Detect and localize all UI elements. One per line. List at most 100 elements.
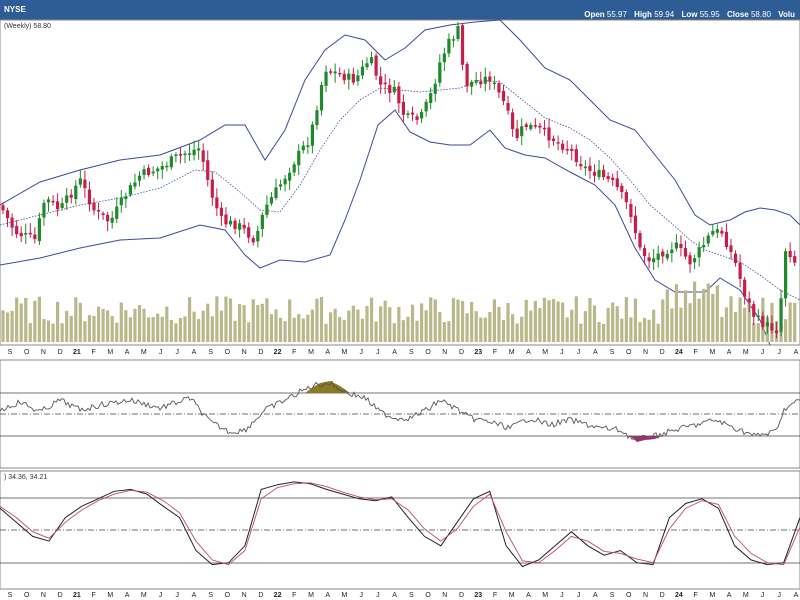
volume-bar bbox=[529, 310, 533, 342]
candle-body bbox=[415, 116, 419, 120]
candle-body bbox=[56, 201, 60, 210]
volume-bar bbox=[433, 299, 437, 342]
volume-bar bbox=[661, 299, 665, 342]
candle-body bbox=[365, 63, 369, 68]
volume-bar bbox=[5, 312, 10, 342]
volume-bar bbox=[56, 301, 60, 342]
candle-body bbox=[474, 79, 478, 83]
volume-bar bbox=[702, 288, 706, 342]
volume-bar bbox=[542, 297, 547, 342]
candle-body bbox=[779, 298, 783, 332]
volume-bar bbox=[342, 319, 346, 342]
candle-body bbox=[683, 248, 688, 257]
volume-bar bbox=[106, 310, 110, 342]
volume-bar bbox=[688, 303, 692, 342]
price-x-axis: S O N D 21 F M A M J J A S O N D 22 F M A M J J A S O N D 23 F M A M J J A S… bbox=[8, 349, 799, 356]
x-axis-label: 24 bbox=[675, 349, 683, 356]
volume-bar bbox=[238, 304, 242, 342]
volume-bar bbox=[638, 322, 642, 342]
candle-body bbox=[124, 196, 128, 200]
volume-bar bbox=[620, 318, 624, 342]
candle-body bbox=[310, 124, 314, 146]
volume-bar bbox=[429, 297, 433, 342]
oscillator-positive-fill bbox=[305, 381, 350, 393]
candle-body bbox=[388, 85, 392, 94]
x-axis-label: J bbox=[778, 349, 782, 356]
candle-body bbox=[442, 53, 446, 63]
candle-body bbox=[456, 26, 460, 39]
candle-body bbox=[87, 189, 92, 205]
volume-bar bbox=[456, 299, 460, 342]
candle-body bbox=[278, 184, 283, 187]
candle-body bbox=[410, 112, 415, 115]
candle-body bbox=[497, 83, 501, 93]
x-axis-label: S bbox=[8, 349, 13, 356]
candle-body bbox=[538, 125, 542, 128]
volume-bar bbox=[74, 297, 78, 342]
candle-body bbox=[19, 232, 23, 237]
volume-bar bbox=[683, 290, 688, 342]
x-axis-label: J bbox=[761, 349, 765, 356]
candle-body bbox=[511, 112, 515, 130]
x-axis-label: 21 bbox=[73, 349, 81, 356]
candle-body bbox=[160, 166, 164, 170]
x-axis-label: D bbox=[258, 592, 263, 599]
x-axis-label: D bbox=[459, 349, 464, 356]
candle-body bbox=[288, 172, 292, 181]
volume-bar bbox=[115, 322, 119, 342]
x-axis-label: M bbox=[509, 349, 515, 356]
candle-body bbox=[697, 247, 701, 258]
candle-body bbox=[551, 138, 556, 142]
candle-body bbox=[24, 233, 28, 235]
candle-body bbox=[206, 160, 210, 180]
x-axis-label: O bbox=[425, 592, 431, 599]
volume-bar bbox=[442, 322, 446, 342]
candle-body bbox=[142, 169, 146, 176]
volume-bar bbox=[87, 315, 92, 342]
stochastic-x-axis: S O N D 21 F M A M J J A S O N D 22 F M A M J J A S O N D 23 F M A M J J A S… bbox=[8, 592, 799, 599]
volume-bar bbox=[1, 310, 5, 342]
volume-bar bbox=[715, 285, 719, 342]
x-axis-label: A bbox=[325, 592, 330, 599]
volume-bar bbox=[592, 305, 597, 342]
volume-bar bbox=[51, 323, 55, 342]
candle-body bbox=[756, 315, 760, 318]
volume-bar bbox=[347, 310, 351, 342]
candle-body bbox=[606, 176, 610, 180]
x-axis-label: A bbox=[192, 592, 197, 599]
bollinger-bands bbox=[0, 19, 800, 346]
candle-body bbox=[483, 76, 487, 84]
candle-body bbox=[733, 253, 738, 264]
candle-body bbox=[561, 143, 565, 150]
volume-bar bbox=[611, 302, 615, 342]
low-readout: Low 55.95 bbox=[681, 10, 720, 19]
volume-bar bbox=[269, 314, 274, 342]
x-axis-label: J bbox=[577, 592, 581, 599]
volume-bar bbox=[351, 305, 355, 342]
candle-body bbox=[360, 66, 365, 76]
volume-bar bbox=[151, 317, 155, 342]
candle-body bbox=[706, 235, 710, 244]
x-axis-label: S bbox=[409, 349, 414, 356]
candle-body bbox=[738, 262, 742, 279]
candle-body bbox=[524, 124, 528, 127]
candle-body bbox=[197, 148, 201, 151]
x-axis-label: A bbox=[392, 349, 397, 356]
candle-body bbox=[115, 206, 119, 219]
volume-bar bbox=[474, 311, 478, 342]
candle-body bbox=[329, 71, 333, 73]
volume-bar bbox=[556, 301, 560, 342]
volume-bar bbox=[424, 310, 428, 342]
volume-bar bbox=[297, 314, 301, 342]
candle-body bbox=[693, 258, 697, 263]
candle-body bbox=[661, 251, 665, 257]
volume-bar bbox=[310, 309, 314, 342]
volume-bar bbox=[356, 309, 360, 342]
candle-body bbox=[688, 255, 692, 265]
volume-bar bbox=[46, 320, 51, 342]
x-axis-label: N bbox=[41, 349, 46, 356]
volume-bar bbox=[724, 307, 729, 342]
candle-body bbox=[369, 57, 374, 64]
candle-body bbox=[406, 113, 410, 116]
